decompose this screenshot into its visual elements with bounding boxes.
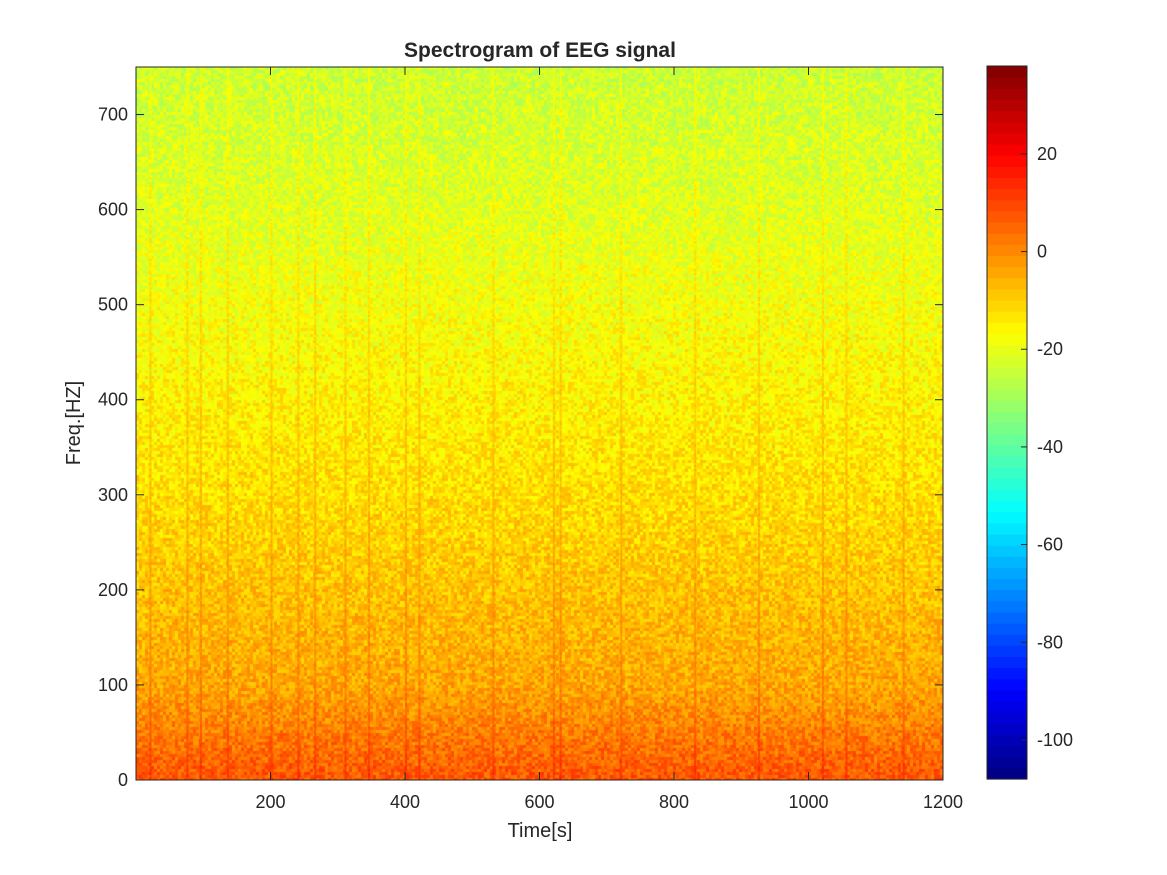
colorbar-segment [987, 299, 1027, 312]
colorbar-segment [987, 188, 1027, 201]
colorbar-segment [987, 210, 1027, 223]
colorbar-segment [987, 678, 1027, 691]
colorbar-segment [987, 166, 1027, 179]
y-tick-label: 200 [98, 580, 128, 600]
colorbar-segment [987, 99, 1027, 112]
colorbar-segment [987, 288, 1027, 301]
y-axis-label: Freq.[HZ] [63, 381, 85, 465]
colorbar-segment [987, 121, 1027, 134]
colorbar-segment [987, 723, 1027, 736]
colorbar-tick-label: -100 [1037, 730, 1073, 750]
colorbar-segment [987, 110, 1027, 123]
colorbar-segment [987, 77, 1027, 89]
x-tick-label: 1000 [788, 792, 828, 812]
y-tick-label: 600 [98, 200, 128, 220]
x-tick-label: 800 [659, 792, 689, 812]
y-tick-label: 400 [98, 390, 128, 410]
colorbar-segment [987, 478, 1027, 490]
colorbar-segment [987, 444, 1027, 457]
colorbar-segment [987, 66, 1027, 78]
colorbar-segment [987, 377, 1027, 390]
y-tick-label: 700 [98, 105, 128, 125]
colorbar-ticks: 20 0 -20 -40 -60 -80 -100 [1021, 144, 1073, 750]
colorbar-segment [987, 132, 1027, 145]
colorbar-segment [987, 578, 1027, 591]
colorbar-segment [987, 489, 1027, 502]
colorbar-segment [987, 88, 1027, 101]
colorbar-segment [987, 411, 1027, 424]
colorbar-segment [987, 533, 1027, 546]
x-tick-label: 600 [524, 792, 554, 812]
colorbar-tick-label: 20 [1037, 144, 1057, 164]
x-axis-label: Time[s] [508, 820, 573, 842]
colorbar-segment [987, 500, 1027, 513]
colorbar-segment [987, 745, 1027, 758]
colorbar-segment [987, 656, 1027, 669]
colorbar-segment [987, 355, 1027, 368]
y-tick-label: 0 [118, 770, 128, 790]
colorbar-segment [987, 400, 1027, 412]
colorbar-segment [987, 155, 1027, 167]
colorbar-segment [987, 545, 1027, 557]
x-axis-ticks: 200 400 600 800 1000 1200 [255, 67, 963, 812]
y-axis-ticks: 0 100 200 300 400 500 600 700 [98, 105, 943, 790]
y-tick-label: 500 [98, 295, 128, 315]
y-tick-label: 300 [98, 485, 128, 505]
colorbar-tick-label: -20 [1037, 339, 1063, 359]
colorbar-segment [987, 233, 1027, 245]
colorbar-segment [987, 422, 1027, 435]
y-tick-label: 100 [98, 675, 128, 695]
colorbar-segment [987, 600, 1027, 613]
colorbar-segment [987, 712, 1027, 724]
spectrogram-heatmap [136, 67, 943, 780]
colorbar-segment [987, 634, 1027, 646]
colorbar-segment [987, 244, 1027, 256]
colorbar-segment [987, 734, 1027, 747]
colorbar-segment [987, 311, 1027, 323]
colorbar-tick-label: 0 [1037, 242, 1047, 262]
x-tick-label: 200 [255, 792, 285, 812]
colorbar-segment [987, 143, 1027, 156]
colorbar-segment [987, 767, 1027, 780]
colorbar-segment [987, 467, 1027, 479]
colorbar-segment [987, 199, 1027, 212]
chart-title: Spectrogram of EEG signal [404, 39, 676, 62]
colorbar-segment [987, 689, 1027, 702]
colorbar-segment [987, 611, 1027, 624]
colorbar-segment [987, 756, 1027, 769]
x-tick-label: 1200 [923, 792, 963, 812]
colorbar-tick-label: -40 [1037, 437, 1063, 457]
colorbar-segment [987, 701, 1027, 713]
colorbar-segment [987, 255, 1027, 268]
colorbar-segment [987, 177, 1027, 190]
colorbar-segment [987, 366, 1027, 379]
colorbar-segment [987, 556, 1027, 568]
colorbar-segment [987, 589, 1027, 602]
colorbar-segment [987, 333, 1027, 346]
colorbar [987, 66, 1027, 780]
colorbar-segment [987, 455, 1027, 468]
colorbar-segment [987, 567, 1027, 580]
colorbar-segment [987, 522, 1027, 535]
spectrogram-raster [136, 67, 943, 780]
colorbar-segment [987, 389, 1027, 401]
colorbar-segment [987, 344, 1027, 357]
colorbar-segment [987, 221, 1027, 234]
colorbar-segment [987, 433, 1027, 446]
colorbar-segment [987, 645, 1027, 658]
colorbar-segment [987, 277, 1027, 290]
colorbar-segment [987, 667, 1027, 680]
colorbar-tick-label: -60 [1037, 535, 1063, 555]
colorbar-frame [986, 65, 1028, 780]
x-tick-label: 400 [390, 792, 420, 812]
colorbar-segment [987, 511, 1027, 524]
colorbar-segment [987, 266, 1027, 279]
colorbar-tick-label: -80 [1037, 632, 1063, 652]
colorbar-segment [987, 322, 1027, 334]
colorbar-segment [987, 623, 1027, 635]
